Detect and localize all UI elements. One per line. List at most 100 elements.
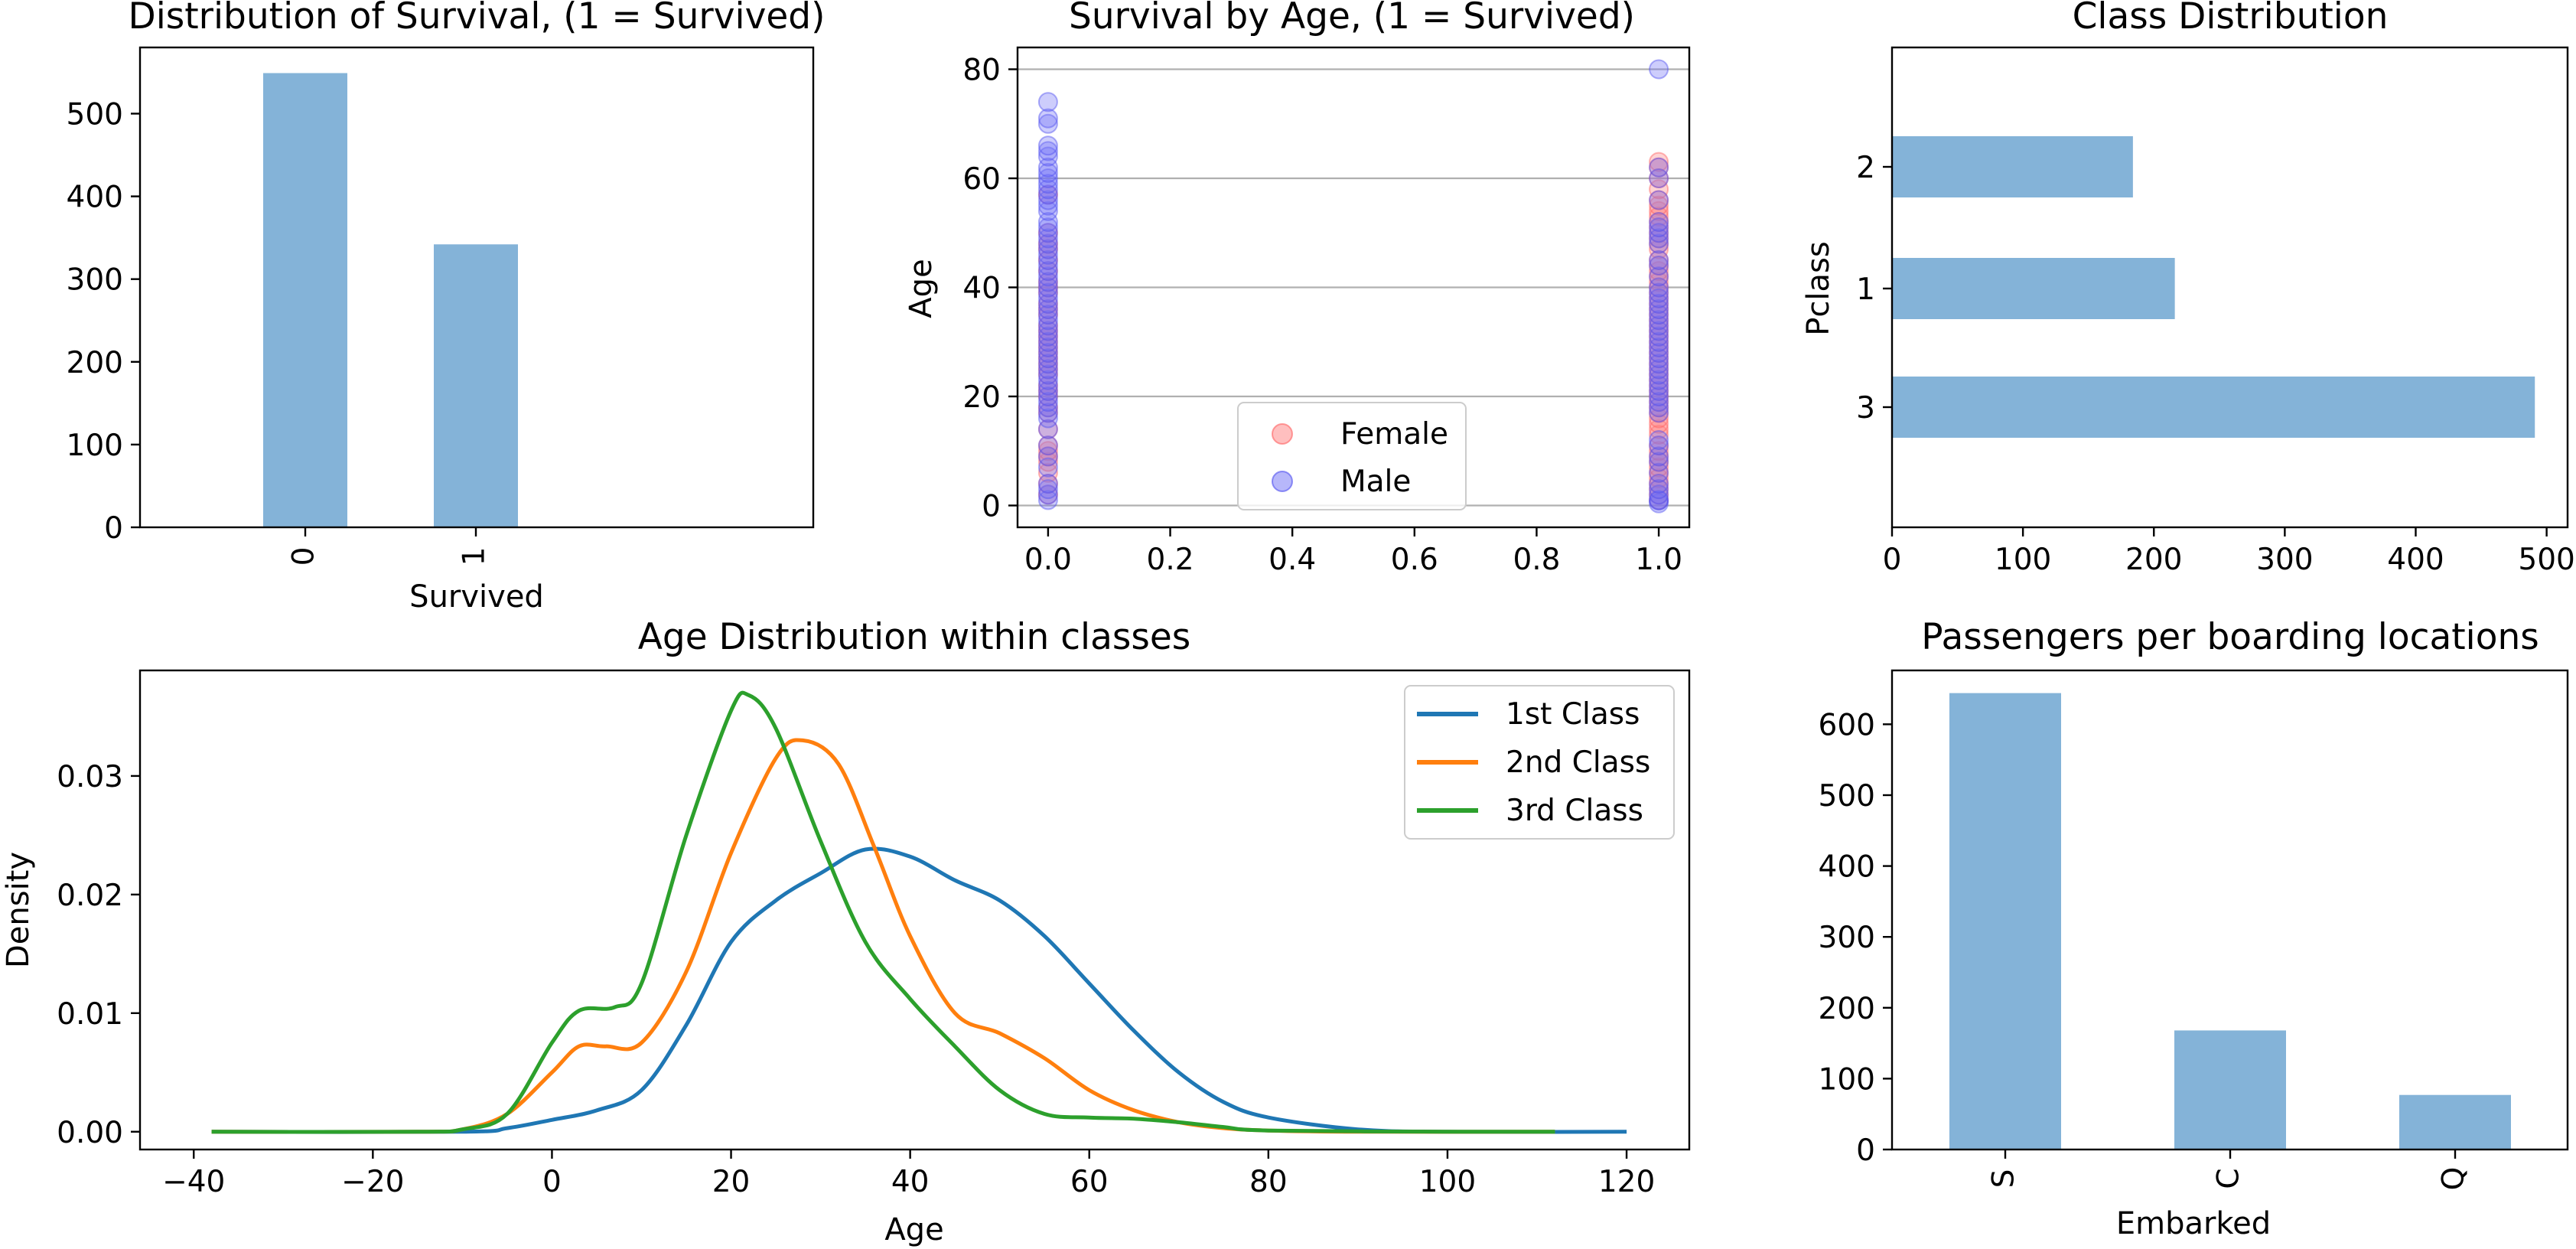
male-point (1037, 288, 1058, 308)
female-point (1649, 288, 1669, 308)
male-point (1649, 190, 1669, 210)
age-density-x-tick-label: −40 (162, 1165, 225, 1199)
male-point (1037, 457, 1058, 478)
female-point (1649, 266, 1669, 287)
legend-1st-class-label: 1st Class (1506, 697, 1640, 732)
male-point (1649, 233, 1669, 254)
age-scatter-y-tick-label: 0 (982, 490, 1001, 524)
female-point (1649, 223, 1669, 243)
age-density-x-tick-label: 0 (542, 1165, 562, 1199)
female-point (1037, 484, 1058, 505)
male-point (1037, 244, 1058, 265)
male-point (1037, 256, 1058, 276)
embarked-x-axis-label: Embarked (2116, 1206, 2271, 1241)
male-point (1649, 430, 1669, 450)
class-distribution-bars (1892, 136, 2535, 438)
male-point (1037, 359, 1058, 380)
female-point (1037, 326, 1058, 347)
male-point (1037, 146, 1058, 167)
age-density-x-tick-label: 60 (1070, 1165, 1109, 1199)
survival-y-tick-label: 0 (104, 511, 123, 546)
male-point (1649, 479, 1669, 500)
male-point (1037, 184, 1058, 205)
age-density-x-tick-label: 120 (1598, 1165, 1655, 1199)
female-point (1037, 299, 1058, 319)
male-point (1037, 435, 1058, 456)
male-point (1037, 293, 1058, 314)
female-point (1037, 435, 1058, 456)
male-point (1037, 282, 1058, 303)
age-scatter-plot-frame (1016, 46, 1691, 529)
male-point (1037, 174, 1058, 194)
male-point (1649, 321, 1669, 341)
survival-bar-1 (434, 244, 518, 527)
female-point (1649, 343, 1669, 363)
survival-chart-title: Distribution of Survival, (1 = Survived) (129, 0, 826, 38)
age-scatter-y-tick-label: 80 (962, 54, 1001, 88)
female-point (1037, 354, 1058, 374)
age-density-chart: Age Distribution within classes −40 −20 0 2… (1, 616, 1691, 1247)
male-point (1037, 343, 1058, 363)
male-point (1037, 479, 1058, 500)
male-point (1037, 419, 1058, 439)
female-point (1649, 293, 1669, 314)
age-scatter-x-tick-label: 0.2 (1147, 543, 1194, 577)
age-scatter-points (1037, 59, 1669, 514)
age-scatter-axes: 0 20 40 60 80 0.0 0.2 0.4 0.6 0.8 1.0 (962, 54, 1682, 578)
female-point (1037, 397, 1058, 418)
embarked-plot-frame (1890, 669, 2569, 1151)
female-point (1649, 299, 1669, 319)
male-point (1037, 484, 1058, 505)
female-point (1649, 462, 1669, 483)
female-point (1649, 375, 1669, 396)
female-point (1649, 446, 1669, 467)
male-point (1037, 266, 1058, 287)
male-point (1649, 386, 1669, 406)
female-point (1037, 233, 1058, 254)
female-point (1649, 457, 1669, 478)
class-distribution-axes: 3 1 2 0 100 200 300 400 500 (1856, 151, 2575, 577)
female-point (1037, 380, 1058, 401)
female-point (1037, 446, 1058, 467)
embarked-bar-Q (2399, 1094, 2511, 1150)
third-class-density-line (211, 690, 1555, 1134)
age-density-x-tick-label: 100 (1419, 1165, 1476, 1199)
male-point (1037, 364, 1058, 385)
male-point (1649, 331, 1669, 352)
class-distribution-y-axis-label: Pclass (1801, 241, 1836, 335)
male-point (1649, 392, 1669, 413)
male-point (1649, 343, 1669, 363)
female-point (1037, 386, 1058, 406)
class-distribution-title: Class Distribution (2073, 0, 2389, 38)
female-point (1649, 397, 1669, 418)
embarked-y-tick-label: 200 (1819, 992, 1875, 1026)
female-point (1649, 348, 1669, 369)
female-point (1037, 293, 1058, 314)
male-point (1037, 408, 1058, 429)
embarked-bar-C (2174, 1030, 2286, 1150)
survival-y-tick-label: 400 (67, 181, 123, 215)
female-point (1649, 484, 1669, 505)
age-density-x-axis-label: Age (884, 1212, 943, 1247)
male-point (1037, 326, 1058, 347)
female-point (1037, 375, 1058, 396)
female-point (1037, 315, 1058, 336)
male-point (1037, 201, 1058, 221)
age-scatter-y-axis-label: Age (904, 259, 939, 318)
male-point (1649, 249, 1669, 270)
female-point (1649, 256, 1669, 276)
class-x-tick-label: 200 (2125, 543, 2182, 577)
male-point (1037, 233, 1058, 254)
male-point (1649, 446, 1669, 467)
male-point (1037, 490, 1058, 510)
male-point (1649, 359, 1669, 380)
female-point (1037, 452, 1058, 472)
legend-female-label: Female (1340, 417, 1448, 452)
female-point (1037, 337, 1058, 357)
female-point (1649, 364, 1669, 385)
class-y-tick-label: 2 (1856, 151, 1875, 185)
male-point (1037, 217, 1058, 238)
female-point (1649, 233, 1669, 254)
male-point (1037, 392, 1058, 413)
female-point (1649, 168, 1669, 188)
